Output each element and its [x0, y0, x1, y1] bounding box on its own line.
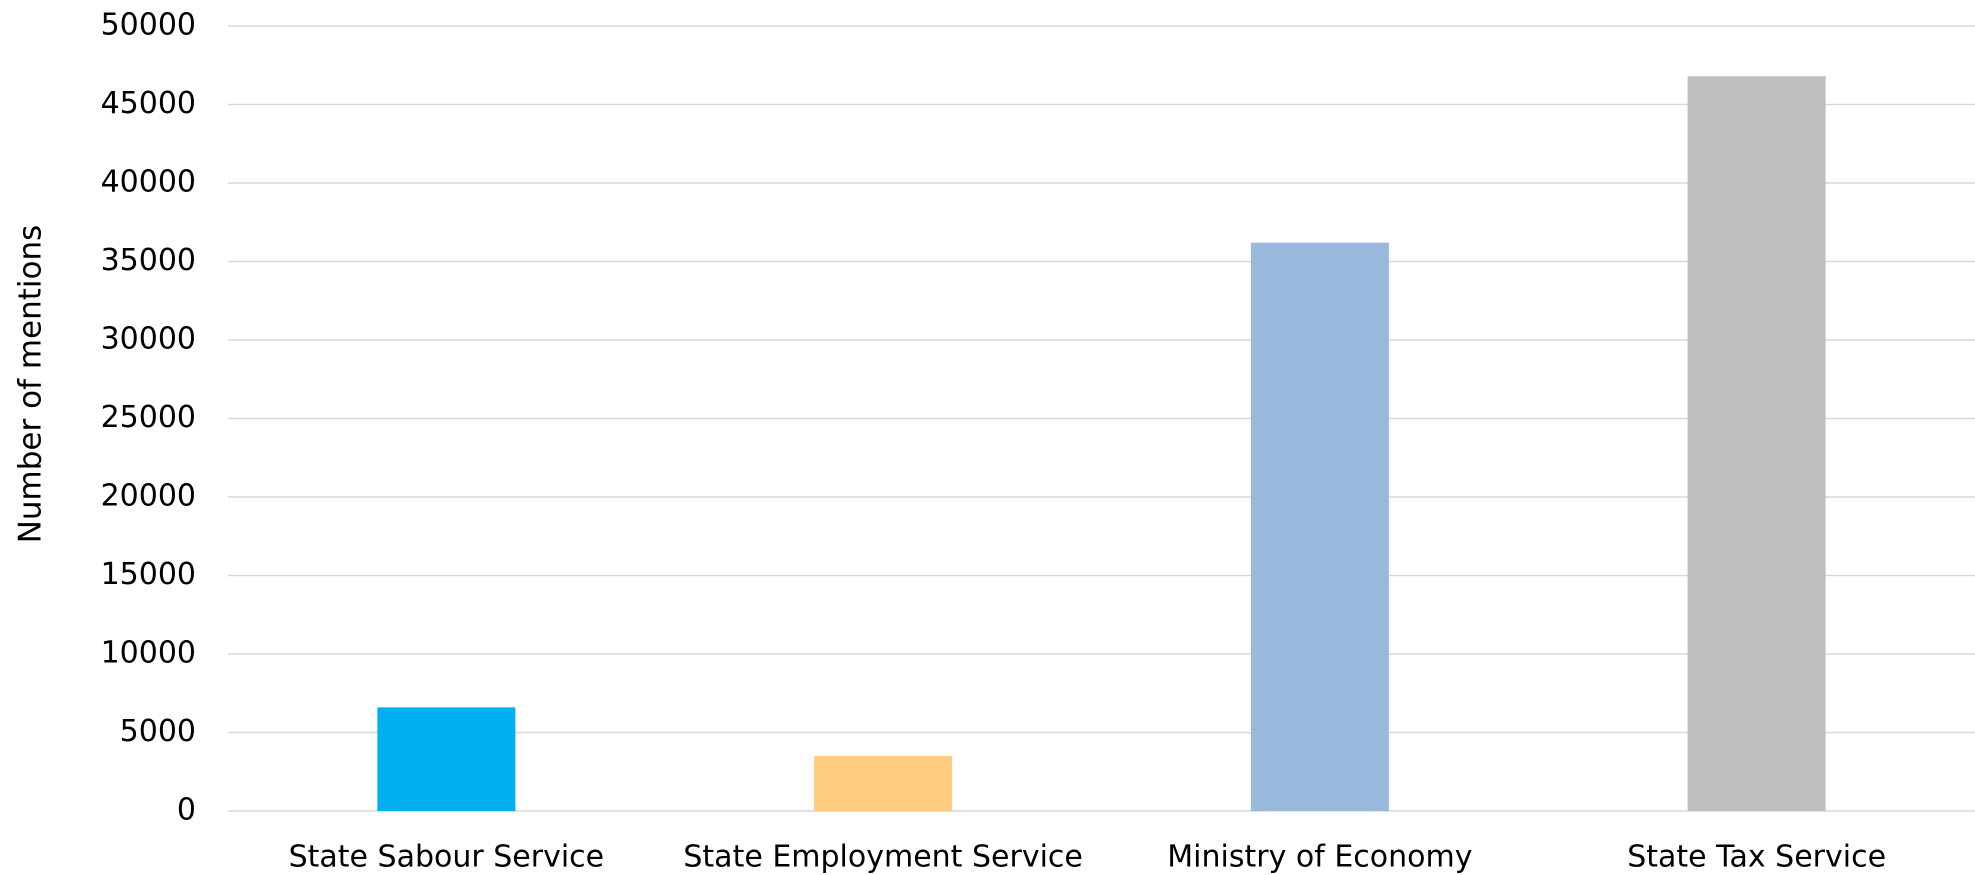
- y-tick-label: 35000: [101, 243, 196, 278]
- y-tick-label: 10000: [101, 636, 196, 671]
- y-tick-label: 5000: [120, 714, 196, 749]
- y-axis-title: Number of mentions: [13, 225, 49, 544]
- x-axis-ticks: State Sabour Service State Employment Ser…: [289, 840, 1886, 875]
- y-axis-ticks: 0 5000 10000 15000 20000 25000 30000 35000 40000…: [101, 8, 196, 828]
- gridlines: [228, 25, 1975, 812]
- bar: [1250, 242, 1389, 811]
- x-tick-label: State Tax Service: [1627, 840, 1886, 875]
- y-tick-label: 40000: [101, 165, 196, 200]
- bar: [377, 707, 516, 811]
- x-tick-label: Ministry of Economy: [1167, 840, 1472, 875]
- bars: [377, 76, 1826, 812]
- y-tick-label: 25000: [101, 400, 196, 435]
- y-tick-label: 20000: [101, 479, 196, 514]
- y-tick-label: 15000: [101, 557, 196, 592]
- x-tick-label: State Employment Service: [683, 840, 1082, 875]
- bar: [1687, 76, 1826, 812]
- x-tick-label: State Sabour Service: [289, 840, 605, 875]
- y-tick-label: 0: [177, 793, 196, 828]
- bar: [814, 756, 953, 811]
- y-tick-label: 30000: [101, 322, 196, 357]
- y-tick-label: 45000: [101, 86, 196, 121]
- y-tick-label: 50000: [101, 8, 196, 43]
